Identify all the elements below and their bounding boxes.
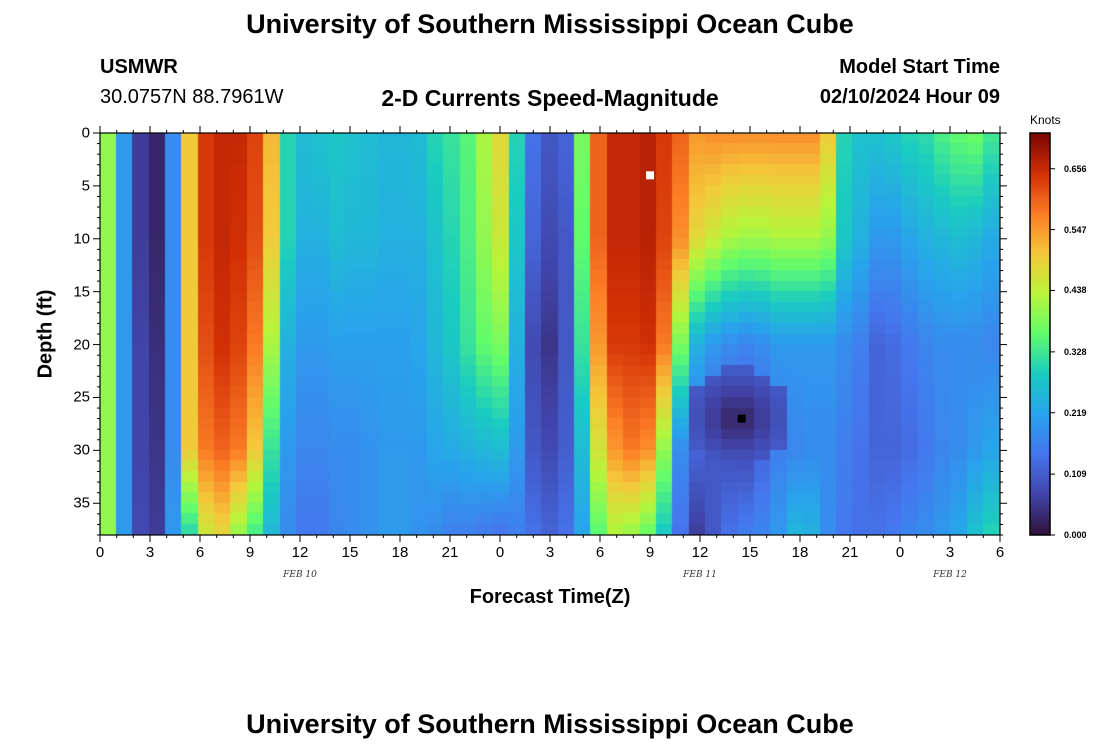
x-axis-ticks [99,126,1001,542]
x-axis-title: Forecast Time(Z) [469,586,631,608]
x-tick-label: 21 [841,544,859,561]
colorbar-tick-label: 0.438 [1064,285,1087,296]
y-tick-label: 30 [73,441,90,459]
x-tick-label: 18 [791,544,809,561]
x-tick-label: 12 [291,544,309,561]
colorbar-tick-label: 0.000 [1064,530,1087,540]
model-start-time: 02/10/2024 Hour 09 [819,86,1000,108]
x-tick-label: 0 [895,544,905,561]
y-tick-label: 25 [73,388,90,406]
date-label: FEB 10 [283,570,317,580]
date-label: FEB 12 [933,570,967,580]
colorbar-tick-label: 0.656 [1064,163,1087,174]
x-tick-label: 3 [545,544,555,561]
x-tick-label: 18 [391,544,409,561]
x-tick-label: 12 [691,544,709,561]
speed-heatmap [100,133,1000,535]
station-coordinates: 30.0757N 88.7961W [100,86,284,108]
colorbar-tick-label: 0.328 [1064,346,1087,357]
plot-frame [99,132,1001,536]
page-title: University of Southern Mississippi Ocean… [246,9,854,39]
station-id: USMWR [100,56,178,78]
x-tick-label: 6 [195,544,205,561]
markers [646,171,746,423]
y-axis-ticks [93,132,1007,536]
x-tick-label: 6 [995,544,1005,561]
black-marker [737,414,746,423]
white-marker [646,171,654,180]
y-axis-title: Depth (ft) [34,289,57,379]
x-tick-label: 15 [341,544,359,561]
x-tick-label: 6 [595,544,605,561]
y-tick-label: 0 [81,124,90,142]
x-tick-label: 9 [645,544,655,561]
model-start-label: Model Start Time [839,56,1000,78]
y-tick-label: 35 [73,494,90,512]
x-tick-label: 0 [495,544,505,561]
y-tick-label: 20 [73,336,90,354]
x-tick-label: 3 [945,544,955,561]
colorbar-tick-label: 0.547 [1064,224,1087,235]
x-tick-label: 0 [95,544,105,561]
colorbar [1030,133,1050,535]
colorbar-tick-label: 0.109 [1064,469,1087,480]
chart-subtitle: 2-D Currents Speed-Magnitude [381,85,719,111]
colorbar-frame [1029,132,1055,536]
y-tick-label: 10 [73,230,90,248]
y-tick-label: 5 [81,177,90,195]
date-label: FEB 11 [683,570,717,580]
colorbar-tick-label: 0.219 [1064,407,1087,418]
x-tick-label: 9 [245,544,255,561]
y-tick-label: 15 [73,283,90,301]
x-tick-label: 3 [145,544,155,561]
colorbar-label: Knots [1030,113,1061,127]
x-tick-label: 15 [741,544,759,561]
x-tick-label: 21 [441,544,459,561]
footer-title: University of Southern Mississippi Ocean… [246,709,854,739]
